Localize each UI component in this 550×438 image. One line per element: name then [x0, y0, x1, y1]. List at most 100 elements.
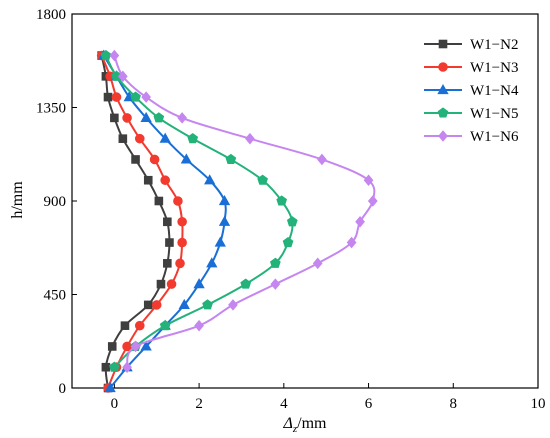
y-tick-labels: 0 450 900 1350 1800 [36, 7, 66, 397]
x-tick-label: 6 [365, 396, 373, 412]
data-point [134, 133, 145, 144]
data-point [173, 196, 183, 206]
data-point [180, 153, 193, 164]
data-point [122, 341, 132, 352]
legend-label: W1−N2 [470, 37, 518, 53]
legend-label: W1−N3 [470, 60, 518, 76]
data-point [206, 257, 218, 268]
data-point [120, 321, 130, 330]
legend-marker [438, 39, 448, 49]
data-point [163, 259, 172, 268]
x-tick-labels: 0 2 4 6 8 10 [111, 396, 546, 412]
data-point [317, 153, 327, 166]
data-point [163, 217, 172, 227]
data-point [109, 361, 120, 372]
data-point [202, 299, 213, 310]
data-point [143, 175, 153, 185]
series-layer [96, 49, 378, 393]
series-line [104, 55, 294, 368]
data-point [159, 320, 171, 331]
data-point [367, 195, 378, 207]
data-point [214, 236, 226, 247]
legend-label: W1−N4 [470, 83, 519, 99]
y-tick-label: 1800 [36, 7, 66, 23]
x-tick-label: 4 [280, 396, 288, 412]
data-point [140, 340, 152, 351]
data-point [282, 236, 294, 248]
data-point [270, 257, 281, 268]
data-point [107, 342, 117, 351]
axis-ticks [72, 13, 539, 389]
data-point [122, 113, 132, 123]
legend-marker [438, 130, 448, 142]
data-point [177, 112, 187, 124]
data-point [228, 299, 238, 311]
data-point [177, 237, 187, 248]
data-point [159, 132, 171, 143]
y-tick-label: 1350 [36, 101, 66, 117]
data-point [160, 175, 170, 186]
data-point [143, 300, 153, 310]
data-point [346, 236, 357, 249]
legend-label: W1−N5 [470, 106, 518, 122]
legend-item: W1−N5 [424, 106, 518, 122]
data-point [141, 91, 151, 103]
data-point [218, 194, 231, 206]
data-point [355, 216, 365, 228]
x-axis-label-sub: z [292, 423, 298, 435]
data-point [100, 49, 112, 61]
data-point [134, 320, 145, 331]
x-tick-label: 2 [195, 396, 203, 412]
data-point [178, 298, 190, 309]
data-point [240, 278, 252, 289]
legend-marker [438, 62, 448, 72]
data-point [149, 154, 160, 165]
data-point [140, 111, 152, 122]
data-point [225, 153, 237, 164]
data-point [130, 91, 141, 102]
legend-item: W1−N6 [424, 129, 519, 145]
series-line [113, 55, 376, 368]
x-axis-label-main: Δ [282, 415, 292, 432]
y-axis-label: h/mm [9, 181, 26, 219]
plot-frame [71, 13, 539, 389]
data-point [131, 155, 140, 164]
legend-item: W1−N2 [424, 37, 518, 53]
x-axis-label: Δz/mm [282, 415, 327, 435]
y-tick-label: 450 [44, 288, 67, 304]
series-5 [109, 49, 378, 373]
data-point [111, 92, 122, 102]
data-point [363, 174, 374, 186]
legend-marker [437, 107, 449, 118]
legend-item: W1−N3 [424, 60, 518, 76]
x-tick-label: 10 [531, 396, 546, 412]
legend-label: W1−N6 [470, 129, 519, 145]
data-point [117, 70, 128, 83]
data-point [109, 49, 120, 62]
data-point [257, 174, 268, 185]
data-point [118, 134, 128, 143]
data-point [151, 300, 162, 310]
data-point [286, 216, 298, 227]
data-point [166, 279, 177, 289]
data-point [194, 319, 204, 332]
data-point [276, 195, 288, 206]
legend: W1−N2 W1−N3 W1−N4 W1−N5 W1−N6 [424, 37, 519, 145]
data-point [218, 215, 231, 226]
data-point [193, 278, 205, 289]
x-tick-label: 0 [111, 396, 119, 412]
legend-marker [437, 83, 449, 95]
data-point [187, 133, 199, 144]
data-point [104, 381, 116, 393]
data-point [177, 216, 187, 227]
data-point [165, 238, 174, 247]
data-point [101, 362, 111, 372]
data-point [204, 174, 216, 185]
data-point [312, 257, 323, 270]
legend-item: W1−N4 [424, 83, 519, 99]
data-point [156, 279, 166, 289]
data-point [154, 196, 164, 206]
data-point [270, 278, 281, 290]
data-point [103, 92, 113, 102]
